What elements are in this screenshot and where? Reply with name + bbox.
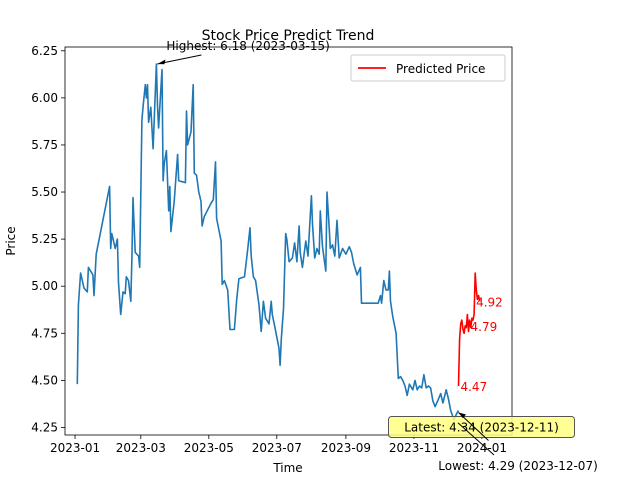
data-label: 4.47 [460, 380, 487, 394]
series-line-predicted [457, 272, 481, 387]
annotation-lowest: Lowest: 4.29 (2023-12-07) [438, 459, 597, 473]
annotation-highest-arrowhead [157, 59, 166, 65]
axes-frame [64, 46, 513, 436]
y-tick-label: 4.75 [31, 326, 58, 340]
data-label: 4.92 [476, 295, 503, 309]
y-tick-label: 4.50 [31, 373, 58, 387]
y-tick-label: 5.25 [31, 232, 58, 246]
x-axis: 2023-01 2023-03 2023-05 2023-07 2023-09 2023-… [50, 435, 507, 455]
y-tick-label: 4.25 [31, 420, 58, 434]
annotations: Highest: 6.18 (2023-03-15) Latest: 4.34 (… [157, 39, 598, 473]
y-tick-label: 5.75 [31, 138, 58, 152]
y-tick-label: 5.00 [31, 279, 58, 293]
x-tick-label: 2023-09 [321, 441, 371, 455]
x-tick-label: 2023-07 [252, 441, 302, 455]
legend-label-predicted: Predicted Price [396, 62, 485, 76]
legend: Predicted Price [350, 54, 506, 82]
x-tick-label: 2023-01 [50, 441, 100, 455]
data-label: 4.79 [471, 320, 498, 334]
y-axis: 4.25 4.50 4.75 5.00 5.25 5.50 5.75 6.00 6.25 [31, 44, 65, 434]
annotation-lowest-arrow [457, 422, 495, 456]
plot-area: 4.47 4.79 4.92 [76, 63, 503, 421]
annotation-latest-arrowhead [458, 412, 466, 419]
x-tick-label: 2024-01 [457, 441, 507, 455]
y-axis-label: Price [4, 226, 18, 255]
y-tick-label: 5.50 [31, 185, 58, 199]
y-tick-label: 6.25 [31, 44, 58, 58]
x-tick-label: 2023-11 [389, 441, 439, 455]
legend-box [350, 54, 506, 82]
annotation-highest: Highest: 6.18 (2023-03-15) [166, 39, 329, 53]
y-tick-label: 6.00 [31, 91, 58, 105]
chart-title: Stock Price Predict Trend [202, 28, 375, 44]
annotation-latest: Latest: 4.34 (2023-12-11) [404, 421, 559, 435]
x-axis-label: Time [272, 461, 302, 475]
x-tick-label: 2023-05 [184, 441, 234, 455]
x-tick-label: 2023-03 [116, 441, 166, 455]
series-line-actual [76, 63, 460, 421]
annotation-latest-box [387, 416, 575, 439]
